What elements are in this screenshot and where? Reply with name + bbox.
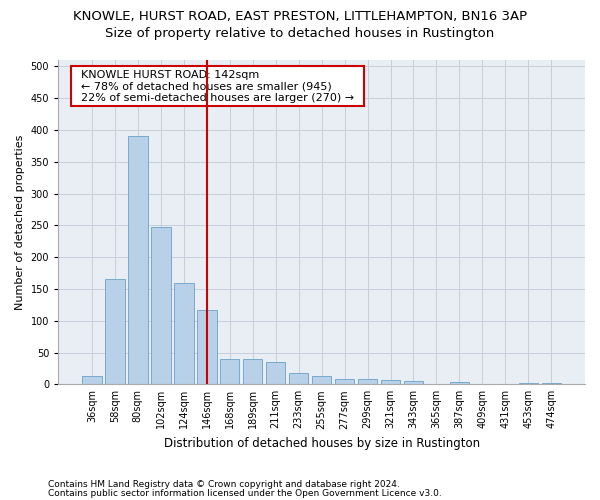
Y-axis label: Number of detached properties: Number of detached properties xyxy=(15,134,25,310)
Bar xyxy=(518,383,538,384)
Bar xyxy=(220,359,239,384)
Bar xyxy=(449,382,469,384)
Text: Contains HM Land Registry data © Crown copyright and database right 2024.: Contains HM Land Registry data © Crown c… xyxy=(48,480,400,489)
Bar xyxy=(174,282,194,384)
Bar xyxy=(335,379,355,384)
Bar xyxy=(128,136,148,384)
Text: Size of property relative to detached houses in Rustington: Size of property relative to detached ho… xyxy=(106,28,494,40)
X-axis label: Distribution of detached houses by size in Rustington: Distribution of detached houses by size … xyxy=(164,437,479,450)
Bar xyxy=(266,362,286,384)
Bar xyxy=(151,226,170,384)
Text: KNOWLE HURST ROAD: 142sqm  
  ← 78% of detached houses are smaller (945)  
  22%: KNOWLE HURST ROAD: 142sqm ← 78% of detac… xyxy=(74,70,361,103)
Bar xyxy=(197,310,217,384)
Bar xyxy=(542,383,561,384)
Bar xyxy=(312,376,331,384)
Bar xyxy=(105,280,125,384)
Text: KNOWLE, HURST ROAD, EAST PRESTON, LITTLEHAMPTON, BN16 3AP: KNOWLE, HURST ROAD, EAST PRESTON, LITTLE… xyxy=(73,10,527,23)
Bar xyxy=(289,374,308,384)
Text: Contains public sector information licensed under the Open Government Licence v3: Contains public sector information licen… xyxy=(48,489,442,498)
Bar xyxy=(243,359,262,384)
Bar xyxy=(404,381,423,384)
Bar xyxy=(381,380,400,384)
Bar xyxy=(82,376,101,384)
Bar xyxy=(358,379,377,384)
